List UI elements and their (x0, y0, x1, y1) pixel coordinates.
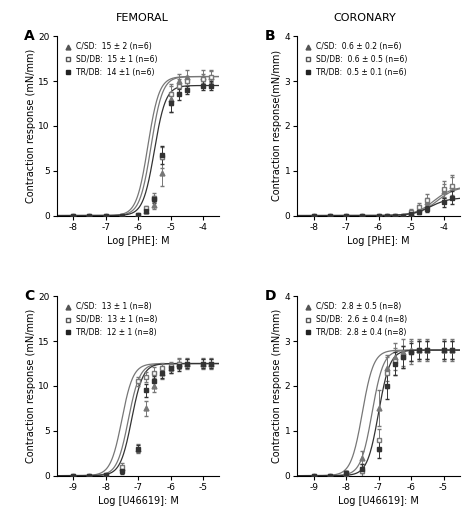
Legend: C/SD:  0.6 ± 0.2 (n=6), SD/DB:  0.6 ± 0.5 (n=6), TR/DB:  0.5 ± 0.1 (n=6): C/SD: 0.6 ± 0.2 (n=6), SD/DB: 0.6 ± 0.5 … (301, 40, 410, 79)
Text: C: C (24, 289, 35, 303)
X-axis label: Log [U46619]: M: Log [U46619]: M (338, 496, 419, 506)
Text: B: B (265, 29, 275, 43)
Y-axis label: Contraction response(mN/mm): Contraction response(mN/mm) (272, 50, 282, 202)
Text: A: A (24, 29, 35, 43)
Legend: C/SD:  2.8 ± 0.5 (n=8), SD/DB:  2.6 ± 0.4 (n=8), TR/DB:  2.8 ± 0.4 (n=8): C/SD: 2.8 ± 0.5 (n=8), SD/DB: 2.6 ± 0.4 … (301, 300, 410, 339)
Y-axis label: Contraction response (mN/mm): Contraction response (mN/mm) (26, 309, 36, 463)
X-axis label: Log [PHE]: M: Log [PHE]: M (347, 236, 410, 246)
X-axis label: Log [PHE]: M: Log [PHE]: M (107, 236, 169, 246)
Y-axis label: Contraction response (mN/mm): Contraction response (mN/mm) (26, 49, 36, 203)
X-axis label: Log [U46619]: M: Log [U46619]: M (98, 496, 179, 506)
Legend: C/SD:  15 ± 2 (n=6), SD/DB:  15 ± 1 (n=6), TR/DB:  14 ±1 (n=6): C/SD: 15 ± 2 (n=6), SD/DB: 15 ± 1 (n=6),… (61, 40, 160, 79)
Text: D: D (265, 289, 276, 303)
Legend: C/SD:  13 ± 1 (n=8), SD/DB:  13 ± 1 (n=8), TR/DB:  12 ± 1 (n=8): C/SD: 13 ± 1 (n=8), SD/DB: 13 ± 1 (n=8),… (61, 300, 160, 339)
Text: CORONARY: CORONARY (334, 13, 396, 23)
Text: FEMORAL: FEMORAL (116, 13, 169, 23)
Y-axis label: Contraction response (mN/mm): Contraction response (mN/mm) (272, 309, 282, 463)
